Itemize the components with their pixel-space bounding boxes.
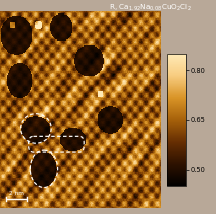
Text: R, Ca$_{1.92}$Na$_{0.08}$CuO$_2$Cl$_2$: R, Ca$_{1.92}$Na$_{0.08}$CuO$_2$Cl$_2$: [109, 3, 192, 13]
Text: 2 nm: 2 nm: [9, 191, 24, 196]
